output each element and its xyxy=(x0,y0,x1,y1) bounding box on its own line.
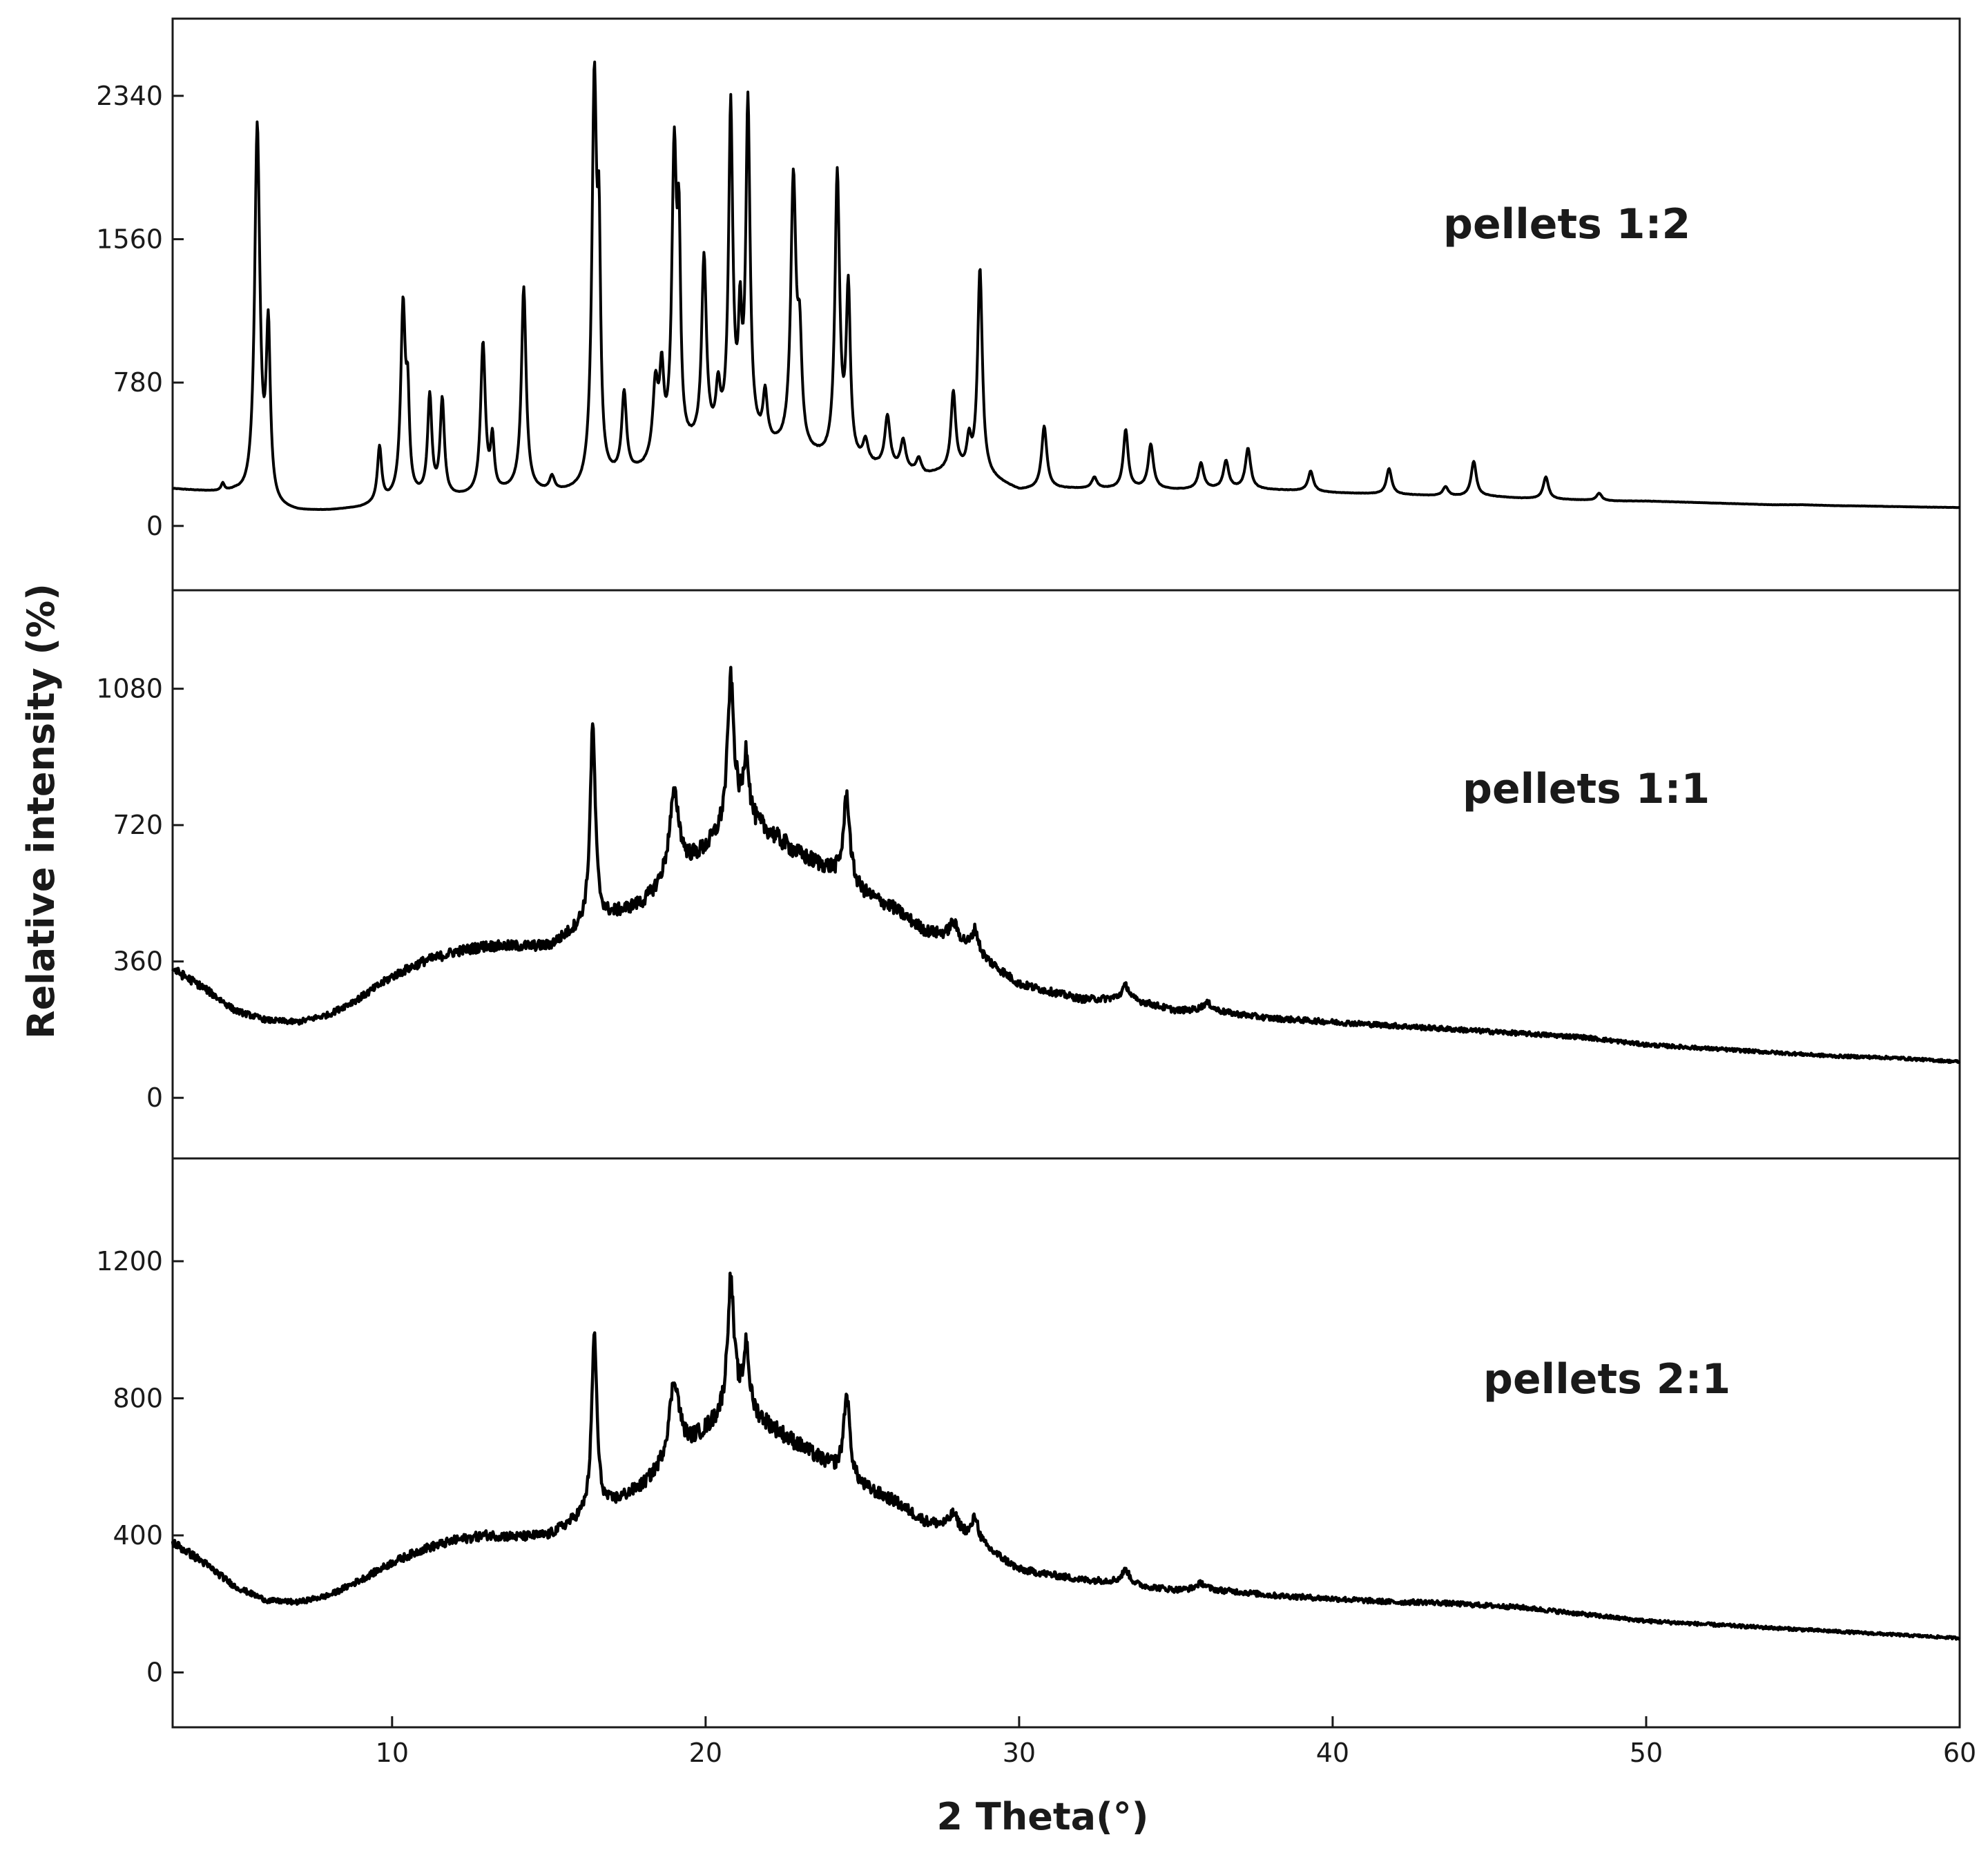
y-tick-label: 400 xyxy=(113,1520,163,1551)
y-tick-label: 1200 xyxy=(96,1246,163,1276)
y-tick-label: 1560 xyxy=(96,224,163,254)
panel-label: pellets 1:1 xyxy=(1463,765,1710,813)
pattern-line xyxy=(171,666,1961,1065)
x-tick-label: 50 xyxy=(1630,1738,1663,1768)
x-tick-label: 60 xyxy=(1943,1738,1976,1768)
y-tick-label: 800 xyxy=(113,1383,163,1413)
y-tick-label: 780 xyxy=(113,367,163,398)
x-tick-label: 30 xyxy=(1003,1738,1036,1768)
x-tick-label: 10 xyxy=(376,1738,409,1768)
panel-label: pellets 1:2 xyxy=(1443,200,1690,249)
y-axis-title: Relative intensity (%) xyxy=(19,583,63,1039)
plot-panels: 0 780 1560 2340 pellets 1:2 0 360 720 1080 pellet… xyxy=(96,17,1961,1729)
y-tick-label: 0 xyxy=(146,1658,163,1688)
x-tick-label: 40 xyxy=(1316,1738,1349,1768)
y-tick-label: 1080 xyxy=(96,674,163,704)
x-axis-title: 2 Theta(°) xyxy=(937,1795,1149,1838)
y-tick-label: 0 xyxy=(146,511,163,541)
panel-3: 0 400 800 1200 pellets 2:1 xyxy=(96,1157,1961,1729)
x-axis: 10 20 30 40 50 60 xyxy=(376,1716,1976,1768)
x-tick-label: 20 xyxy=(689,1738,722,1768)
panel-2: 0 360 720 1080 pellets 1:1 xyxy=(96,589,1961,1160)
pattern-line xyxy=(172,60,1960,512)
y-tick-label: 0 xyxy=(146,1082,163,1113)
y-tick-label: 360 xyxy=(113,946,163,977)
panel-label: pellets 2:1 xyxy=(1483,1355,1730,1404)
y-tick-label: 2340 xyxy=(96,81,163,111)
y-tick-label: 720 xyxy=(113,810,163,840)
panel-frame xyxy=(171,1157,1961,1729)
pattern-line xyxy=(171,1271,1961,1641)
